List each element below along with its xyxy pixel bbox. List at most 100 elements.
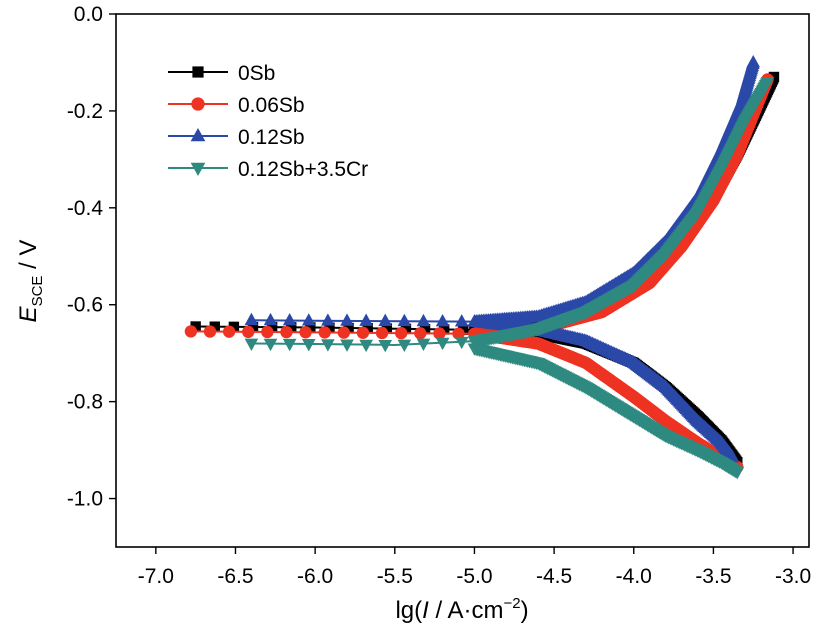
x-axis-title: lg(I / A·cm−2) [395, 595, 528, 624]
series-point [244, 312, 259, 326]
series-point [282, 313, 297, 326]
y-tick-label: -1.0 [67, 488, 103, 511]
series-point [438, 324, 450, 335]
series-point [247, 321, 259, 333]
series-point [318, 326, 331, 339]
y-tick-label: -0.2 [67, 100, 103, 123]
series-point [244, 338, 259, 351]
series-point [299, 326, 312, 339]
series-point [280, 325, 293, 339]
series-point [261, 325, 274, 339]
series-point [190, 321, 201, 332]
legend-label: 0.12Sb [238, 126, 305, 149]
series-point [282, 338, 297, 352]
x-axis-title-italic: I [422, 597, 429, 624]
x-axis-title-mid: / A·cm [429, 597, 504, 624]
legend-marker [192, 66, 204, 78]
series-point [416, 313, 431, 327]
series-point [263, 312, 278, 326]
series-point [397, 339, 412, 352]
series-point [321, 339, 335, 352]
series-point [340, 313, 354, 326]
series-point [242, 325, 255, 338]
x-tick-label: -3.0 [775, 565, 811, 588]
y-axis-title-sub: SCE [29, 276, 46, 307]
legend-marker [191, 97, 205, 111]
y-tick-label: 0.0 [74, 3, 103, 26]
series-point [730, 467, 745, 480]
x-tick-label: -7.0 [138, 565, 174, 588]
series-point [301, 313, 316, 326]
series-point [746, 54, 761, 68]
series-point [416, 338, 431, 352]
series-point [340, 339, 354, 352]
legend-label: 0Sb [238, 62, 275, 85]
y-tick-label: -0.6 [67, 294, 103, 317]
y-axis: 0.0 -0.2 -0.4 -0.6 -0.8 -1.0 [67, 3, 116, 511]
legend-marker [190, 127, 206, 142]
legend-label: 0.06Sb [238, 94, 305, 117]
series-point [454, 314, 469, 327]
series-point [321, 313, 335, 326]
x-axis: -7.0 -6.5 -6.0 -5.5 -5.0 -4.5 -4.0 -3.5 -3.0 [138, 547, 811, 588]
x-axis-title-prefix: lg( [395, 597, 422, 624]
y-tick-label: -0.8 [67, 391, 103, 414]
legend-marker [190, 162, 206, 177]
series-point [414, 327, 427, 340]
series-3 [244, 76, 775, 480]
series-point [359, 313, 373, 326]
series-point [359, 339, 373, 353]
series-point [222, 325, 236, 338]
series-point [324, 322, 335, 333]
x-tick-label: -5.5 [377, 565, 413, 588]
x-tick-label: -3.5 [695, 565, 731, 588]
series-point [356, 326, 370, 339]
x-axis-title-sup: −2 [503, 595, 520, 612]
series-point [400, 323, 412, 335]
x-axis-title-suffix: ) [521, 597, 529, 624]
series-point [378, 339, 393, 353]
y-tick-label: -0.4 [67, 197, 104, 220]
series-point [305, 322, 316, 333]
series-point [378, 313, 393, 327]
x-tick-label: -6.0 [297, 565, 333, 588]
legend-item: 0.06Sb [168, 94, 305, 117]
series-point [435, 314, 450, 327]
x-tick-label: -6.5 [217, 565, 253, 588]
y-axis-title: ESCE / V [15, 240, 46, 323]
x-tick-label: -4.0 [616, 565, 652, 588]
series-point [301, 339, 316, 352]
series-point [435, 337, 450, 351]
plot-frame [115, 13, 810, 548]
series-point [397, 313, 412, 327]
series-point [452, 327, 465, 340]
legend-item: 0.12Sb+3.5Cr [168, 158, 368, 181]
series-point [203, 325, 217, 338]
legend-item: 0.12Sb [168, 126, 305, 149]
series-point [343, 322, 354, 334]
series-point [381, 323, 393, 334]
series-point [454, 336, 469, 350]
series-point [263, 338, 278, 352]
y-axis-title-suffix: / V [15, 240, 42, 276]
series-point [419, 323, 431, 335]
x-tick-label: -4.5 [536, 565, 572, 588]
series-point [362, 323, 373, 334]
series-point [266, 321, 278, 333]
series-point [760, 76, 775, 90]
legend: 0Sb 0.06Sb 0.12Sb 0.12Sb+3.5Cr [168, 62, 368, 181]
series-point [228, 321, 240, 333]
series-point [184, 325, 198, 338]
series-point [375, 326, 389, 340]
curves-layer [184, 54, 780, 480]
series-point [394, 326, 408, 340]
legend-label: 0.12Sb+3.5Cr [238, 158, 368, 181]
x-tick-label: -5.0 [456, 565, 492, 588]
series-point [286, 322, 297, 333]
series-point [337, 326, 350, 339]
series-point [209, 321, 220, 332]
y-axis-title-italic: E [15, 305, 42, 322]
legend-item: 0Sb [168, 62, 275, 85]
